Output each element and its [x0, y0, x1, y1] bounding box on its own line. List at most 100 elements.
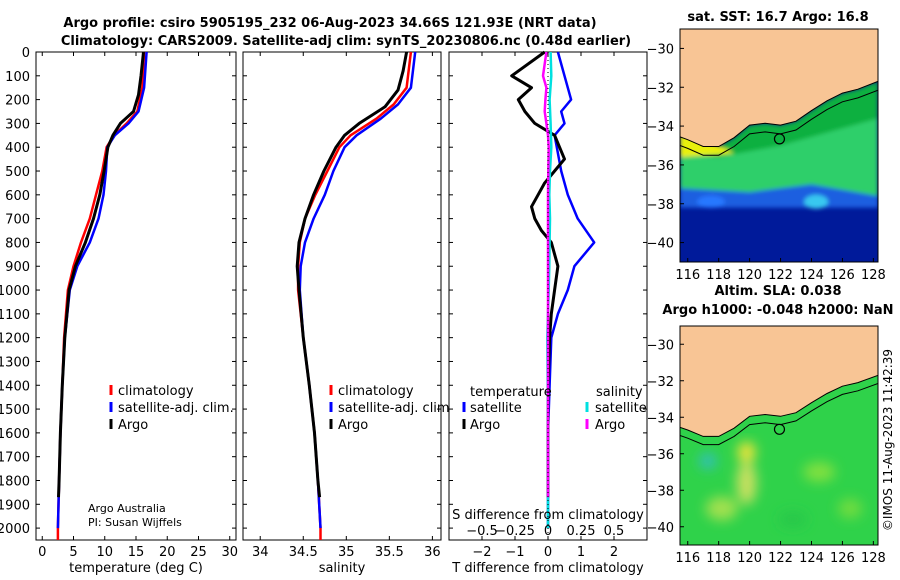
map_sla-xtick-label: 126: [830, 551, 855, 566]
map_sla-frame: [679, 325, 879, 546]
legend-S-label-1: Argo: [595, 418, 625, 433]
differences-xtick-label: −2: [472, 545, 491, 560]
differences-top-tick-label: −0.25: [495, 524, 535, 539]
legend-label-satellite-adj-clim-: satellite-adj. clim.: [118, 401, 234, 416]
depth-tick-label: 200: [5, 94, 30, 109]
depth-tick-label: 1900: [0, 498, 30, 513]
depth-tick-label: 1100: [0, 308, 30, 323]
depth-tick-label: 1300: [0, 355, 30, 370]
map_sst-ytick-label: −32: [647, 81, 674, 96]
legend-S-label-0: satellite: [595, 401, 647, 416]
legend-label-satellite-adj-clim-: satellite-adj. clim.: [338, 401, 454, 416]
differences-xtick-label: 0: [544, 545, 552, 560]
sla-low: [698, 453, 717, 470]
map_sla-ytick-label: −34: [647, 411, 674, 426]
depth-tick-label: 800: [5, 236, 30, 251]
legend-T-label-1: Argo: [470, 418, 500, 433]
differences-xlabel-top: S difference from climatology: [452, 508, 644, 523]
depth-tick-label: 1800: [0, 474, 30, 489]
map_sla-map: 116 118 120 122 124 126 128 −30 −32 −34 −36 −38 −40 A…: [647, 284, 894, 566]
temperature-panel: 0 5 10 15 20 25 300100200300400500600700800900…: [0, 46, 238, 576]
profile-location-marker: [773, 423, 786, 435]
legend-label-argo: Argo: [338, 418, 368, 433]
differences-top-tick-label: 0: [544, 524, 552, 539]
map-sla-subtitle: Argo h1000: -0.048 h2000: NaN: [662, 303, 893, 318]
map_sst-land: [680, 29, 878, 147]
sla-field: [698, 441, 863, 528]
depth-tick-label: 1500: [0, 403, 30, 418]
map_sla-xtick-label: 122: [768, 551, 793, 566]
figure-title-line1: Argo profile: csiro 5905195_232 06-Aug-2…: [63, 16, 596, 31]
sla-high: [736, 460, 757, 505]
temperature-xtick-label: 30: [221, 545, 238, 560]
map_sla-ytick-label: −30: [647, 338, 674, 353]
temperature-xtick-label: 15: [128, 545, 145, 560]
salinity-xtick-label: 36: [424, 545, 441, 560]
differences-series-temperature-satellite: [546, 51, 596, 529]
map_sst-xtick-label: 124: [799, 268, 824, 283]
map_sla-xtick-label: 128: [861, 551, 886, 566]
salinity-xtick-label: 35.5: [375, 545, 404, 560]
salinity-panel: 34 34.5 35 35.5 36 salinity climatology satelli…: [242, 51, 454, 576]
salinity-xtick-label: 34.5: [289, 545, 318, 560]
depth-tick-label: 1200: [0, 332, 30, 347]
timestamp-label: ©IMOS 11-Aug-2023 11:42:39: [881, 349, 895, 531]
salinity-axes-frame: [242, 51, 442, 541]
depth-tick-label: 900: [5, 260, 30, 275]
salinity-series-argo: [295, 51, 409, 498]
map_sst-frame: [679, 28, 879, 263]
sst-eddy: [804, 194, 829, 209]
map_sst-ytick-label: −34: [647, 120, 674, 135]
sla-high: [737, 441, 756, 462]
differences-xlabel: T difference from climatology: [451, 561, 644, 576]
map_sst-ytick-label: −36: [647, 159, 674, 174]
map_sla-land: [680, 326, 878, 437]
legend-label-argo: Argo: [118, 418, 148, 433]
map_sst-xtick-label: 116: [675, 268, 700, 283]
differences-top-tick-label: 0.5: [604, 524, 625, 539]
sla-low: [778, 511, 807, 528]
sst-eddy: [696, 195, 725, 208]
map_sst-ytick-label: −38: [647, 198, 674, 213]
depth-tick-label: 100: [5, 70, 30, 85]
map_sla-ytick-label: −40: [647, 521, 674, 536]
map_sst-ytick-label: −30: [647, 42, 674, 57]
depth-tick-label: 300: [5, 117, 30, 132]
depth-tick-label: 400: [5, 141, 30, 156]
sla-high: [838, 498, 863, 519]
map_sst-depth-contour: [680, 89, 878, 156]
differences-xtick-label: 2: [610, 545, 618, 560]
salinity-xlabel: salinity: [319, 561, 366, 576]
sla-high: [705, 496, 738, 521]
temperature-xtick-label: 20: [159, 545, 176, 560]
legend-label-climatology: climatology: [118, 384, 194, 399]
map_sla-ytick-label: −36: [647, 448, 674, 463]
temperature-xtick-label: 5: [69, 545, 77, 560]
map_sst-xtick-label: 118: [706, 268, 731, 283]
differences-series-salinity-argo: [541, 51, 550, 498]
map-sst-title: sat. SST: 16.7 Argo: 16.8: [687, 10, 868, 25]
differences-series-temperature-argo: [510, 50, 566, 498]
map_sst-ytick-label: −40: [647, 237, 674, 252]
depth-tick-label: 600: [5, 189, 30, 204]
credit-line1: Argo Australia: [88, 502, 166, 515]
differences-top-tick-label: 0.25: [567, 524, 596, 539]
salinity-xtick-label: 34: [252, 545, 269, 560]
depth-tick-label: 1400: [0, 379, 30, 394]
salinity-xtick-label: 35: [338, 545, 355, 560]
temperature-xtick-label: 10: [96, 545, 113, 560]
map_sla-map-body: [680, 326, 878, 545]
differences-xtick-label: −1: [505, 545, 524, 560]
map_sla-ytick-label: −32: [647, 375, 674, 390]
map_sst-map: 116 118 120 122 124 126 128 −30 −32 −34 −36 −38 −40 s…: [647, 10, 886, 283]
map_sla-xtick-label: 120: [737, 551, 762, 566]
map_sst-xtick-label: 120: [737, 268, 762, 283]
depth-tick-label: 2000: [0, 522, 30, 537]
map_sla-xtick-label: 118: [706, 551, 731, 566]
legend-salinity-title: salinity: [596, 385, 643, 400]
map_sla-ytick-label: −38: [647, 484, 674, 499]
legend-T-label-0: satellite: [470, 401, 522, 416]
map_sst-xtick-label: 128: [861, 268, 886, 283]
temperature-xlabel: temperature (deg C): [69, 561, 203, 576]
